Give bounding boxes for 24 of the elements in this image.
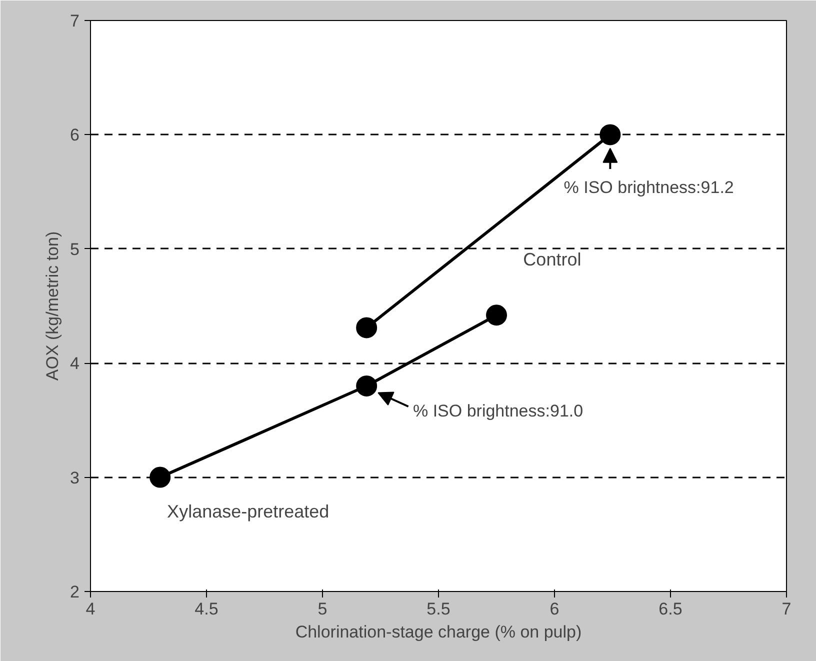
point [150,466,171,488]
point [356,317,378,338]
y-axis-title: AOX (kg/metric ton) [43,231,62,381]
annotation: % ISO brightness:91.2 [564,178,734,198]
y-tick-label: 4 [70,354,80,374]
y-tick-label: 7 [70,12,80,30]
x-tick-label: 6 [550,600,560,618]
y-tick-label: 2 [70,582,80,602]
x-tick-label: 5.5 [426,600,450,618]
y-tick-label: 3 [70,468,80,488]
text: Control [523,250,582,270]
point [486,304,507,326]
x-tick-label: 5 [318,600,328,618]
point [356,375,378,396]
x-tick-label: 7 [782,600,792,618]
x-tick-label: 6.5 [658,600,682,618]
y-tick-label: 6 [70,126,80,145]
x-tick-label: 4 [86,600,96,618]
annotation: % ISO brightness:91.0 [412,402,584,421]
series-label: Xylanase-pretreated [167,502,330,522]
x-tick-label: 4.5 [194,600,218,618]
y-tick-label: 5 [70,240,80,259]
x-axis-title: Chlorination-stage charge (% on pulp) [295,622,582,642]
point [600,124,621,146]
